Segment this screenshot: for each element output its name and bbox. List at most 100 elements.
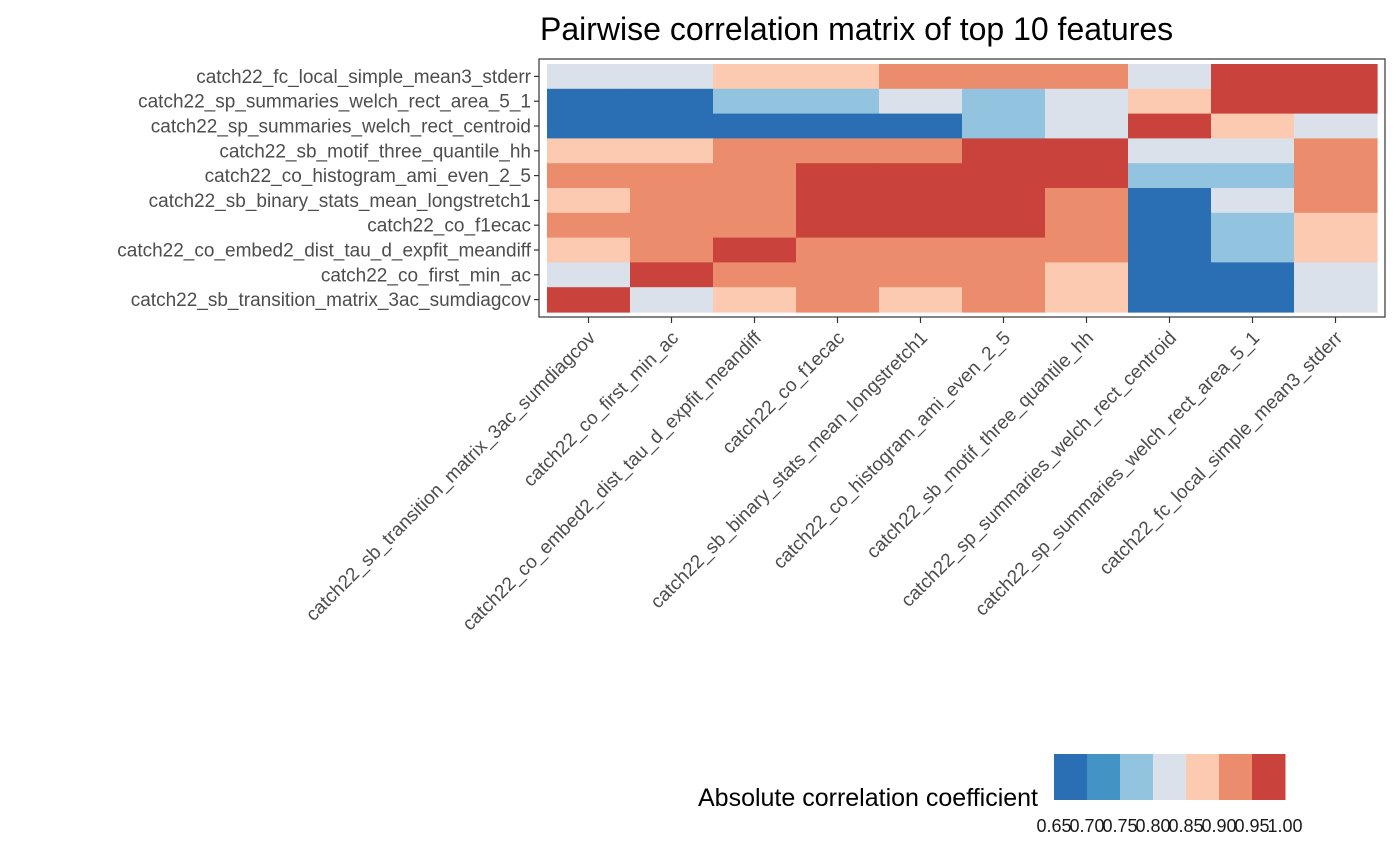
heatmap-cell (547, 88, 631, 115)
heatmap-cell (1211, 212, 1295, 239)
x-tick-label: catch22_co_embed2_dist_tau_d_expfit_mean… (459, 327, 767, 635)
legend: Absolute correlation coefficient 0.650.7… (698, 754, 1303, 836)
heatmap-cell (1294, 287, 1378, 313)
y-tick-label: catch22_sb_binary_stats_mean_longstretch… (149, 191, 531, 212)
heatmap-cell (1128, 138, 1212, 164)
y-tick-label: catch22_sp_summaries_welch_rect_area_5_1 (138, 92, 531, 113)
heatmap-cell (796, 113, 880, 139)
legend-color-bin (1054, 754, 1088, 800)
heatmap-cell (879, 188, 963, 214)
legend-break-label: 0.85 (1168, 816, 1203, 836)
heatmap-cell (879, 212, 963, 239)
heatmap-cell (1128, 287, 1212, 313)
heatmap-cell (1045, 237, 1129, 263)
heatmap-cell (879, 163, 963, 189)
heatmap-cell (713, 237, 797, 263)
panel-border (538, 58, 1386, 318)
heatmap-cell (879, 113, 963, 139)
y-tick-label: catch22_co_first_min_ac (321, 265, 531, 286)
legend-break-label: 0.80 (1135, 816, 1170, 836)
x-tick-label: catch22_sb_transition_matrix_3ac_sumdiag… (302, 327, 600, 625)
heatmap-cell (713, 138, 797, 164)
heatmap-cell (879, 237, 963, 263)
x-tick-label: catch22_sp_summaries_welch_rect_area_5_1 (971, 328, 1264, 621)
heatmap-cell (796, 262, 880, 288)
heatmap-cell (962, 163, 1046, 189)
y-tick-label: catch22_co_embed2_dist_tau_d_expfit_mean… (117, 241, 531, 262)
heatmap-cell (879, 287, 963, 313)
heatmap-cell (547, 138, 631, 164)
heatmap-cell (1211, 138, 1295, 164)
heatmap-cell (547, 237, 631, 263)
heatmap-cell (1128, 163, 1212, 189)
heatmap-cell (713, 262, 797, 288)
heatmap-cell (1294, 138, 1378, 164)
heatmap-cell (630, 237, 714, 263)
heatmap-cell (630, 163, 714, 189)
y-tick-label: catch22_sb_motif_three_quantile_hh (219, 141, 531, 162)
heatmap-cell (796, 64, 880, 90)
legend-break-label: 0.95 (1234, 816, 1269, 836)
heatmap-cell (1294, 113, 1378, 139)
heatmap-cell (1128, 237, 1212, 263)
heatmap-cell (630, 113, 714, 139)
heatmap-cell (547, 113, 631, 139)
legend-color-bin (1219, 754, 1253, 800)
heatmap-cell (547, 262, 631, 288)
heatmap-cell (1211, 64, 1295, 90)
heatmap-cell (1211, 237, 1295, 263)
heatmap-cell (630, 212, 714, 239)
heatmap-cell (630, 138, 714, 164)
heatmap-cell (1045, 138, 1129, 164)
heatmap-cell (962, 212, 1046, 239)
heatmap-cell (547, 64, 631, 90)
heatmap-cell (1294, 212, 1378, 239)
heatmap-cell (1128, 212, 1212, 239)
heatmap-cell (630, 262, 714, 288)
legend-labels: 0.650.700.750.800.850.900.951.00 (1036, 816, 1302, 836)
x-tick-label: catch22_sb_binary_stats_mean_longstretch… (647, 328, 932, 613)
heatmap-cell (630, 64, 714, 90)
legend-color-bin (1087, 754, 1121, 800)
heatmap-cell (630, 188, 714, 214)
heatmap-cell (1045, 188, 1129, 214)
heatmap-cell (1045, 212, 1129, 239)
heatmap-cell (796, 88, 880, 115)
heatmap-cell (1294, 64, 1378, 90)
heatmap-cell (1294, 188, 1378, 214)
heatmap-cell (547, 287, 631, 313)
heatmap-cell (1128, 113, 1212, 139)
x-tick-label: catch22_co_first_min_ac (520, 328, 683, 491)
heatmap-cell (713, 212, 797, 239)
heatmap-cell (1211, 188, 1295, 214)
heatmap-cell (713, 64, 797, 90)
heatmap-cell (713, 113, 797, 139)
heatmap-cell (962, 237, 1046, 263)
legend-break-label: 0.90 (1201, 816, 1236, 836)
heatmap-cell (879, 88, 963, 115)
y-tick-label: catch22_sp_summaries_welch_rect_centroid (151, 117, 531, 138)
heatmap-cell (1211, 262, 1295, 288)
heatmap-cell (547, 163, 631, 189)
heatmap-cell (879, 262, 963, 288)
y-tick-label: catch22_sb_transition_matrix_3ac_sumdiag… (131, 290, 532, 311)
legend-break-label: 0.75 (1102, 816, 1137, 836)
heatmap-cell (547, 188, 631, 214)
heatmap-cell (1294, 163, 1378, 189)
legend-color-bin (1252, 754, 1286, 800)
heatmap-cell (1294, 88, 1378, 115)
heatmap-cell (547, 212, 631, 239)
heatmap-cell (796, 138, 880, 164)
legend-title: Absolute correlation coefficient (698, 784, 1038, 812)
heatmap-cell (1128, 262, 1212, 288)
heatmap-cell (879, 138, 963, 164)
heatmap-cell (962, 138, 1046, 164)
heatmap-cell (962, 188, 1046, 214)
heatmap-cell (713, 88, 797, 115)
heatmap-cell (1211, 88, 1295, 115)
legend-color-bin (1120, 754, 1154, 800)
chart-title: Pairwise correlation matrix of top 10 fe… (540, 11, 1173, 47)
heatmap-cell (1211, 113, 1295, 139)
heatmap-cell (1045, 262, 1129, 288)
